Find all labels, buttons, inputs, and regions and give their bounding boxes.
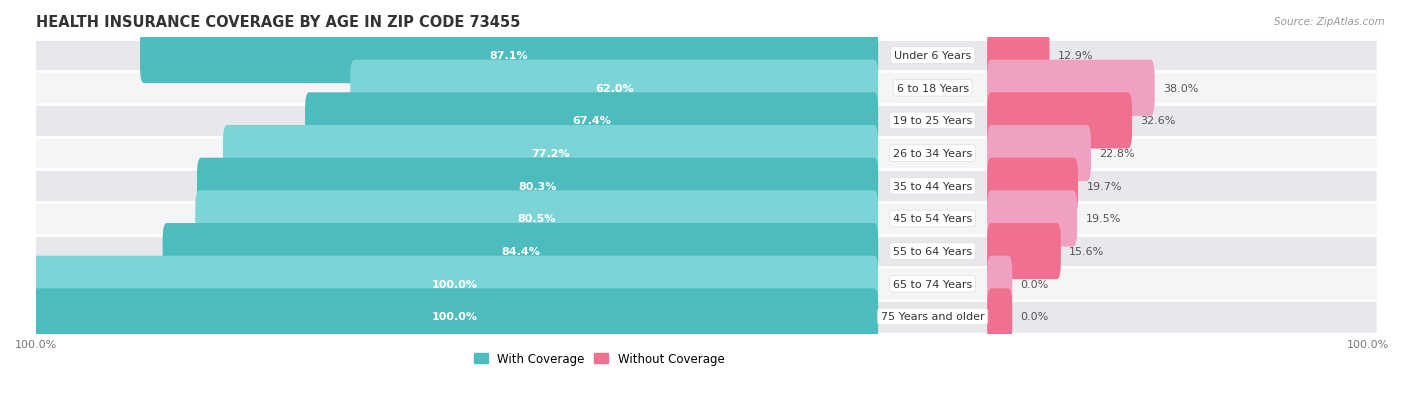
Text: 32.6%: 32.6%: [1140, 116, 1175, 126]
FancyBboxPatch shape: [32, 289, 879, 345]
Text: Source: ZipAtlas.com: Source: ZipAtlas.com: [1274, 17, 1385, 26]
Text: 19.5%: 19.5%: [1085, 214, 1121, 224]
Text: 87.1%: 87.1%: [489, 51, 529, 61]
FancyBboxPatch shape: [37, 40, 1376, 72]
FancyBboxPatch shape: [987, 61, 1154, 116]
Text: 12.9%: 12.9%: [1057, 51, 1094, 61]
FancyBboxPatch shape: [987, 256, 1012, 312]
Text: 77.2%: 77.2%: [531, 149, 569, 159]
Text: 67.4%: 67.4%: [572, 116, 612, 126]
Text: 22.8%: 22.8%: [1099, 149, 1135, 159]
FancyBboxPatch shape: [37, 138, 1376, 170]
FancyBboxPatch shape: [305, 93, 879, 149]
Text: 55 to 64 Years: 55 to 64 Years: [893, 247, 972, 256]
FancyBboxPatch shape: [37, 170, 1376, 203]
Text: 45 to 54 Years: 45 to 54 Years: [893, 214, 973, 224]
Text: 19 to 25 Years: 19 to 25 Years: [893, 116, 973, 126]
Text: 100.0%: 100.0%: [432, 312, 478, 322]
FancyBboxPatch shape: [37, 268, 1376, 300]
Text: 26 to 34 Years: 26 to 34 Years: [893, 149, 973, 159]
FancyBboxPatch shape: [987, 158, 1078, 214]
FancyBboxPatch shape: [987, 223, 1060, 280]
FancyBboxPatch shape: [32, 256, 879, 312]
Text: 0.0%: 0.0%: [1021, 279, 1049, 289]
Text: 84.4%: 84.4%: [501, 247, 540, 256]
FancyBboxPatch shape: [37, 105, 1376, 138]
Text: 80.5%: 80.5%: [517, 214, 555, 224]
Text: 80.3%: 80.3%: [519, 181, 557, 191]
Text: 6 to 18 Years: 6 to 18 Years: [897, 83, 969, 93]
FancyBboxPatch shape: [987, 191, 1077, 247]
FancyBboxPatch shape: [987, 28, 1049, 84]
Text: 19.7%: 19.7%: [1087, 181, 1122, 191]
FancyBboxPatch shape: [224, 126, 879, 182]
FancyBboxPatch shape: [37, 300, 1376, 333]
Text: 15.6%: 15.6%: [1069, 247, 1105, 256]
FancyBboxPatch shape: [987, 289, 1012, 345]
Text: 62.0%: 62.0%: [595, 83, 634, 93]
Text: HEALTH INSURANCE COVERAGE BY AGE IN ZIP CODE 73455: HEALTH INSURANCE COVERAGE BY AGE IN ZIP …: [37, 15, 520, 30]
FancyBboxPatch shape: [163, 223, 879, 280]
Text: 75 Years and older: 75 Years and older: [880, 312, 984, 322]
FancyBboxPatch shape: [195, 191, 879, 247]
FancyBboxPatch shape: [37, 203, 1376, 235]
FancyBboxPatch shape: [37, 235, 1376, 268]
FancyBboxPatch shape: [197, 158, 879, 214]
Text: Under 6 Years: Under 6 Years: [894, 51, 972, 61]
Text: 65 to 74 Years: 65 to 74 Years: [893, 279, 973, 289]
FancyBboxPatch shape: [141, 28, 879, 84]
FancyBboxPatch shape: [987, 93, 1132, 149]
Text: 100.0%: 100.0%: [432, 279, 478, 289]
Text: 0.0%: 0.0%: [1021, 312, 1049, 322]
Legend: With Coverage, Without Coverage: With Coverage, Without Coverage: [470, 348, 730, 370]
FancyBboxPatch shape: [987, 126, 1091, 182]
FancyBboxPatch shape: [37, 72, 1376, 105]
Text: 35 to 44 Years: 35 to 44 Years: [893, 181, 973, 191]
FancyBboxPatch shape: [350, 61, 879, 116]
Text: 38.0%: 38.0%: [1163, 83, 1198, 93]
